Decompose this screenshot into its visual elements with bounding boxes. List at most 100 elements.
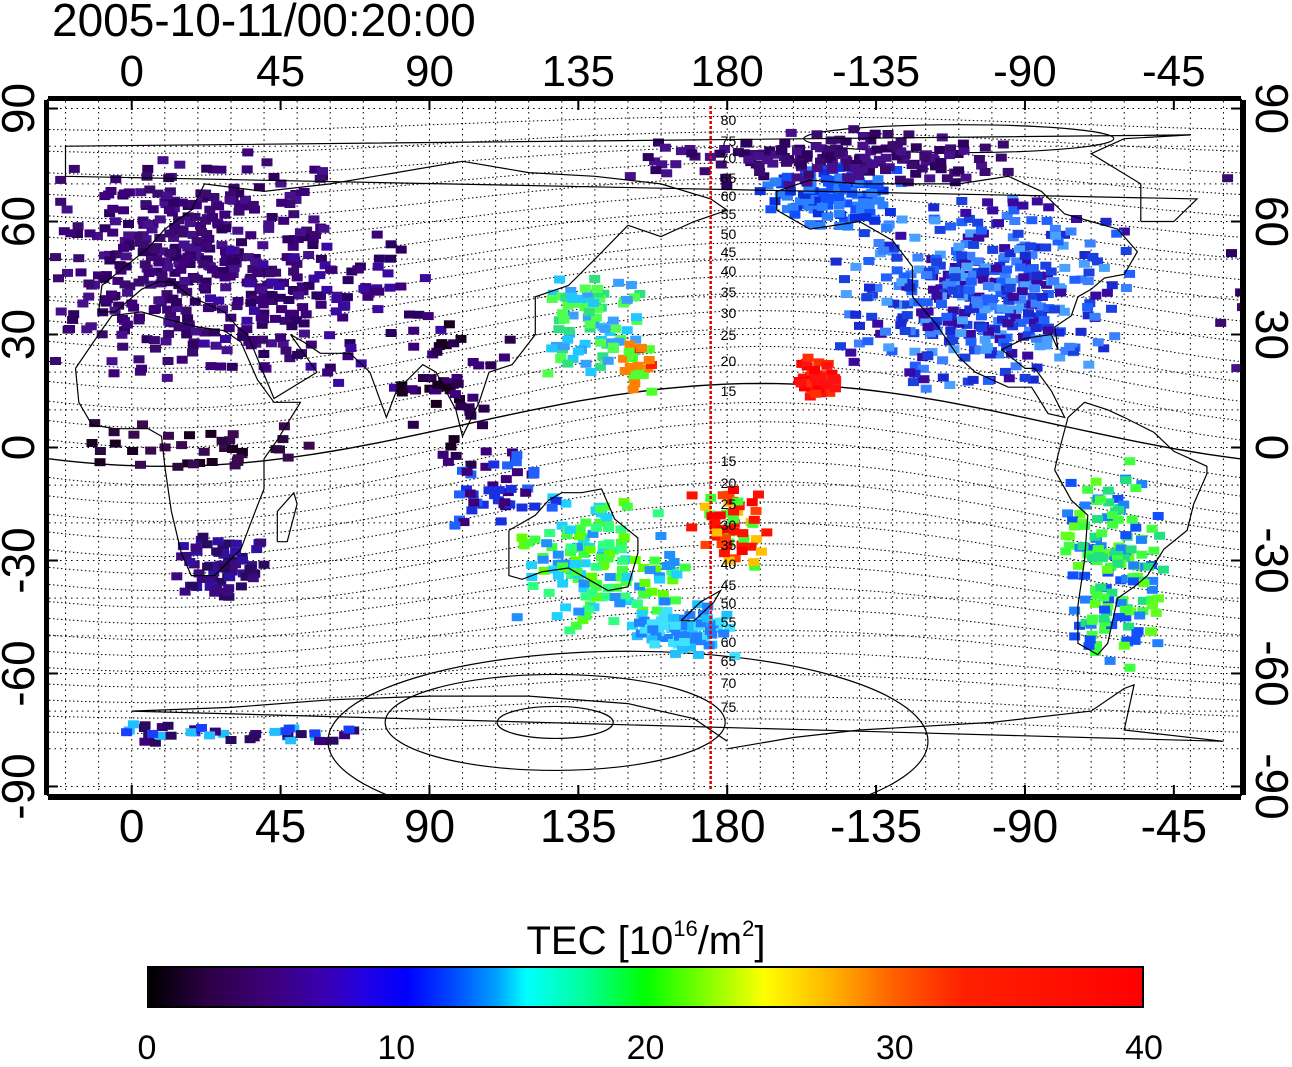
tec-cell	[959, 353, 971, 362]
tec-cell	[596, 593, 608, 602]
tec-cell	[732, 148, 744, 157]
colorbar-tick-label: 40	[1125, 1029, 1163, 1067]
tec-cell	[247, 200, 259, 209]
tec-cell	[579, 284, 591, 293]
tec-cell	[256, 320, 268, 329]
tec-cell	[1002, 305, 1014, 314]
tec-cell	[173, 216, 185, 225]
tec-cell	[753, 161, 765, 170]
tec-cell	[580, 359, 592, 368]
tec-cell	[429, 386, 441, 395]
tec-cell	[880, 327, 891, 336]
tec-cell	[62, 268, 73, 277]
tec-cell	[1022, 331, 1034, 340]
tec-cell	[284, 354, 296, 363]
tec-cell	[825, 152, 836, 161]
tec-cell	[552, 550, 564, 559]
tec-cell	[204, 205, 216, 214]
tec-cell	[668, 613, 679, 622]
lon-tick-label-bottom: -45	[1141, 800, 1207, 852]
tec-cell	[833, 209, 845, 218]
tec-cell	[207, 213, 219, 222]
tec-cell	[859, 154, 871, 163]
tec-cell	[1012, 229, 1024, 238]
tec-cell	[219, 444, 231, 452]
tec-cell	[249, 205, 260, 214]
tec-cell	[385, 254, 396, 263]
tec-cell	[616, 556, 628, 565]
contour-line	[49, 673, 1240, 704]
tec-cell	[604, 549, 615, 558]
tec-cell	[838, 179, 850, 188]
tec-cell	[625, 367, 637, 376]
tec-cell	[930, 162, 941, 171]
tec-cell	[270, 314, 281, 323]
tec-cell	[965, 337, 977, 346]
tec-cell	[569, 560, 581, 568]
tec-cell	[721, 610, 733, 619]
tec-cell	[1084, 239, 1096, 248]
tec-cell	[208, 193, 220, 201]
tec-cell	[1073, 561, 1084, 570]
tec-cell	[754, 187, 766, 196]
tec-cell	[1115, 544, 1127, 553]
tec-cell	[278, 216, 290, 225]
tec-cell	[83, 279, 95, 288]
tec-cell	[1099, 625, 1111, 634]
tec-cell	[624, 362, 636, 371]
tec-cell	[865, 147, 877, 156]
tec-cell	[309, 729, 321, 738]
tec-cell	[205, 294, 216, 303]
tec-cell	[139, 260, 151, 269]
tec-cell	[567, 294, 579, 303]
tec-cell	[931, 258, 943, 267]
contour-line	[49, 522, 1240, 592]
tec-cell	[294, 228, 306, 237]
tec-cell	[98, 251, 110, 260]
tec-cell	[812, 385, 824, 394]
tec-cell	[352, 265, 364, 274]
tec-cell	[258, 350, 270, 358]
tec-cell	[1120, 476, 1132, 485]
tec-cell	[191, 547, 203, 556]
tec-cell	[298, 329, 310, 338]
tec-cell	[123, 241, 135, 250]
tec-cell	[1065, 227, 1077, 236]
tec-cell	[564, 626, 576, 635]
tec-cell	[1060, 346, 1072, 355]
tec-cell	[541, 539, 553, 548]
tec-cell	[141, 264, 153, 273]
tec-cell	[1109, 332, 1121, 341]
contour-line	[49, 115, 1240, 132]
tec-cell	[586, 572, 598, 581]
tec-cell	[65, 229, 77, 238]
tec-cell	[227, 445, 238, 453]
tec-cell	[736, 540, 748, 549]
tec-cell	[594, 294, 606, 303]
tec-cell	[650, 166, 662, 175]
tec-cell	[315, 254, 327, 263]
tec-cell	[199, 328, 211, 337]
contour-label-south: 15	[721, 453, 737, 469]
tec-cell	[1041, 216, 1053, 225]
tec-cell	[274, 293, 286, 302]
tec-cell	[1060, 547, 1072, 556]
tec-cell	[729, 554, 741, 563]
tec-cell	[781, 192, 793, 201]
tec-cell	[711, 528, 723, 537]
tec-cell	[1098, 263, 1110, 272]
tec-cell	[707, 620, 719, 629]
tec-cell	[636, 609, 648, 618]
tec-cell	[602, 554, 614, 563]
tec-cell	[1090, 648, 1101, 656]
tec-cell	[1002, 319, 1014, 328]
tec-cell	[1055, 288, 1066, 297]
tec-cell	[123, 220, 134, 228]
tec-cell	[953, 242, 965, 251]
tec-cell	[993, 350, 1005, 359]
tec-cell	[1028, 295, 1040, 304]
tec-cell	[1077, 542, 1089, 550]
tec-cell	[205, 429, 217, 438]
contour-line	[49, 586, 1240, 641]
tec-cell	[1135, 562, 1147, 571]
